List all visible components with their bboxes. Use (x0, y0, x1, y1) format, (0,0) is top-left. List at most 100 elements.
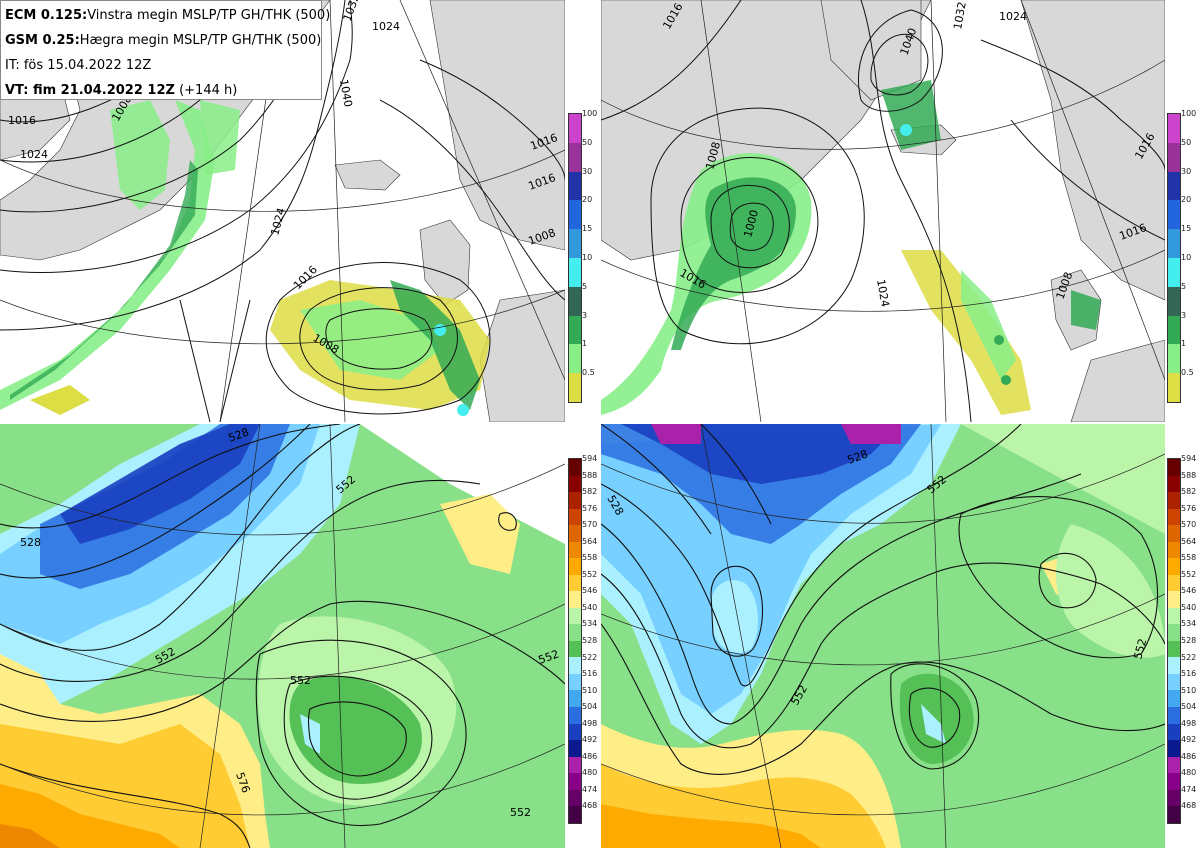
legend-swatch (569, 624, 581, 641)
model-line-gsm: GSM 0.25:Hægra megin MSLP/TP GH/THK (500… (5, 33, 322, 48)
legend-swatch (569, 508, 581, 526)
legend-tick-label: 480 (1181, 768, 1197, 778)
precip-max-spot (434, 324, 446, 336)
precip-band-north (110, 100, 170, 210)
legend-tick-label: 582 (1181, 487, 1197, 497)
legend-swatch (1168, 673, 1180, 691)
legend-swatch (1168, 200, 1180, 230)
legend-swatch (569, 773, 581, 790)
legend-swatch (1168, 286, 1180, 316)
thickness-colorbar (1167, 458, 1181, 824)
legend-swatch (1168, 640, 1180, 658)
legend-swatch (1168, 508, 1180, 526)
legend-tick-label: 30 (1181, 166, 1192, 176)
legend-swatch (569, 114, 581, 143)
isobar-label: 1032 (951, 1, 969, 31)
legend-tick-label: 5 (582, 281, 588, 291)
legend-tick-label: 3 (1181, 310, 1187, 320)
legend-tick-label: 486 (1181, 751, 1197, 761)
legend-tick-label: 552 (1181, 569, 1197, 579)
legend-swatch (569, 315, 581, 345)
legend-swatch (569, 200, 581, 230)
legend-swatch (1168, 690, 1180, 707)
legend-tick-label: 534 (1181, 619, 1197, 629)
legend-swatch (569, 706, 581, 724)
europe-land (1070, 339, 1165, 422)
legend-swatch (569, 673, 581, 691)
legend-swatch (1168, 114, 1180, 143)
legend-tick-label: 570 (1181, 520, 1197, 530)
legend-swatch (1168, 373, 1180, 402)
ecm-thickness-map: 528 552 528 552 552 552 576 552 (0, 424, 565, 848)
legend-swatch (569, 286, 581, 316)
legend-tick-label: 510 (582, 685, 598, 695)
legend-tick-label: 15 (1181, 224, 1192, 234)
precip-band-north2 (200, 100, 240, 175)
legend-tick-label: 546 (582, 586, 598, 596)
legend-tick-label: 486 (582, 751, 598, 761)
legend-tick-label: 588 (1181, 470, 1197, 480)
precip-band-west (0, 100, 215, 410)
legend-swatch (1168, 344, 1180, 374)
legend-tick-label: 588 (582, 470, 598, 480)
precip-legend-left: 100 50 30 20 15 10 5 3 1 0.5 (568, 110, 600, 405)
legend-swatch (1168, 525, 1180, 542)
isobar-label: 1024 (20, 148, 48, 161)
legend-swatch (1168, 657, 1180, 674)
isobar-label: 1024 (372, 20, 400, 33)
legend-swatch (1168, 475, 1180, 493)
legend-swatch (569, 475, 581, 493)
legend-tick-label: 1 (582, 339, 588, 349)
legend-swatch (1168, 591, 1180, 608)
legend-swatch (569, 492, 581, 509)
legend-swatch (569, 525, 581, 542)
legend-tick-label: 528 (582, 636, 598, 645)
legend-tick-label: 20 (582, 195, 593, 205)
legend-swatch (569, 171, 581, 201)
isobar-label: 1040 (337, 78, 355, 108)
initial-time: IT: fös 15.04.2022 12Z (5, 58, 152, 73)
legend-swatch (1168, 171, 1180, 201)
precip-colorbar (1167, 113, 1181, 403)
legend-tick-label: 474 (1181, 784, 1197, 794)
precip-north (881, 80, 941, 150)
legend-tick-label: 504 (582, 702, 598, 712)
legend-tick-label: 528 (1181, 636, 1197, 645)
legend-tick-label: 480 (582, 768, 598, 778)
legend-swatch (569, 558, 581, 575)
legend-tick-label: 1 (1181, 339, 1187, 349)
legend-tick-label: 564 (582, 536, 598, 546)
legend-swatch (1168, 607, 1180, 625)
legend-tick-label: 594 (1181, 454, 1197, 463)
british-isles-land (419, 219, 471, 306)
legend-swatch (1168, 315, 1180, 345)
thickness-legend-right: 594 588 582 576 570 564 558 552 546 540 534 528 522 5… (1167, 454, 1199, 826)
legend-swatch (1168, 756, 1180, 774)
legend-swatch (1168, 789, 1180, 807)
legend-tick-label: 558 (582, 553, 598, 563)
isobar-label: 1024 (874, 278, 892, 308)
legend-swatch (1168, 459, 1180, 476)
gsm-thickness-map: 528 528 552 552 552 (601, 424, 1165, 848)
legend-swatch (1168, 229, 1180, 258)
legend-swatch (1168, 773, 1180, 790)
legend-swatch (569, 607, 581, 625)
panel-divider-vertical (598, 0, 601, 848)
legend-swatch (569, 574, 581, 592)
legend-tick-label: 0.5 (582, 368, 595, 378)
legend-tick-label: 492 (582, 735, 598, 745)
thickness-label: 552 (1131, 637, 1149, 661)
legend-tick-label: 15 (582, 224, 593, 234)
legend-tick-label: 534 (582, 619, 598, 629)
isobar-label: 1024 (268, 206, 288, 236)
legend-tick-label: 522 (1181, 652, 1197, 662)
precip-cyclone-core (671, 177, 796, 350)
legend-tick-label: 582 (582, 487, 598, 497)
legend-swatch (1168, 257, 1180, 287)
legend-tick-label: 100 (1181, 109, 1197, 118)
scandinavia-land (429, 0, 565, 251)
legend-tick-label: 30 (582, 166, 593, 176)
forecast-info-box: ECM 0.125:Vinstra megin MSLP/TP GH/THK (… (0, 0, 330, 100)
precip-colorbar (568, 113, 582, 403)
legend-tick-label: 10 (582, 253, 593, 262)
